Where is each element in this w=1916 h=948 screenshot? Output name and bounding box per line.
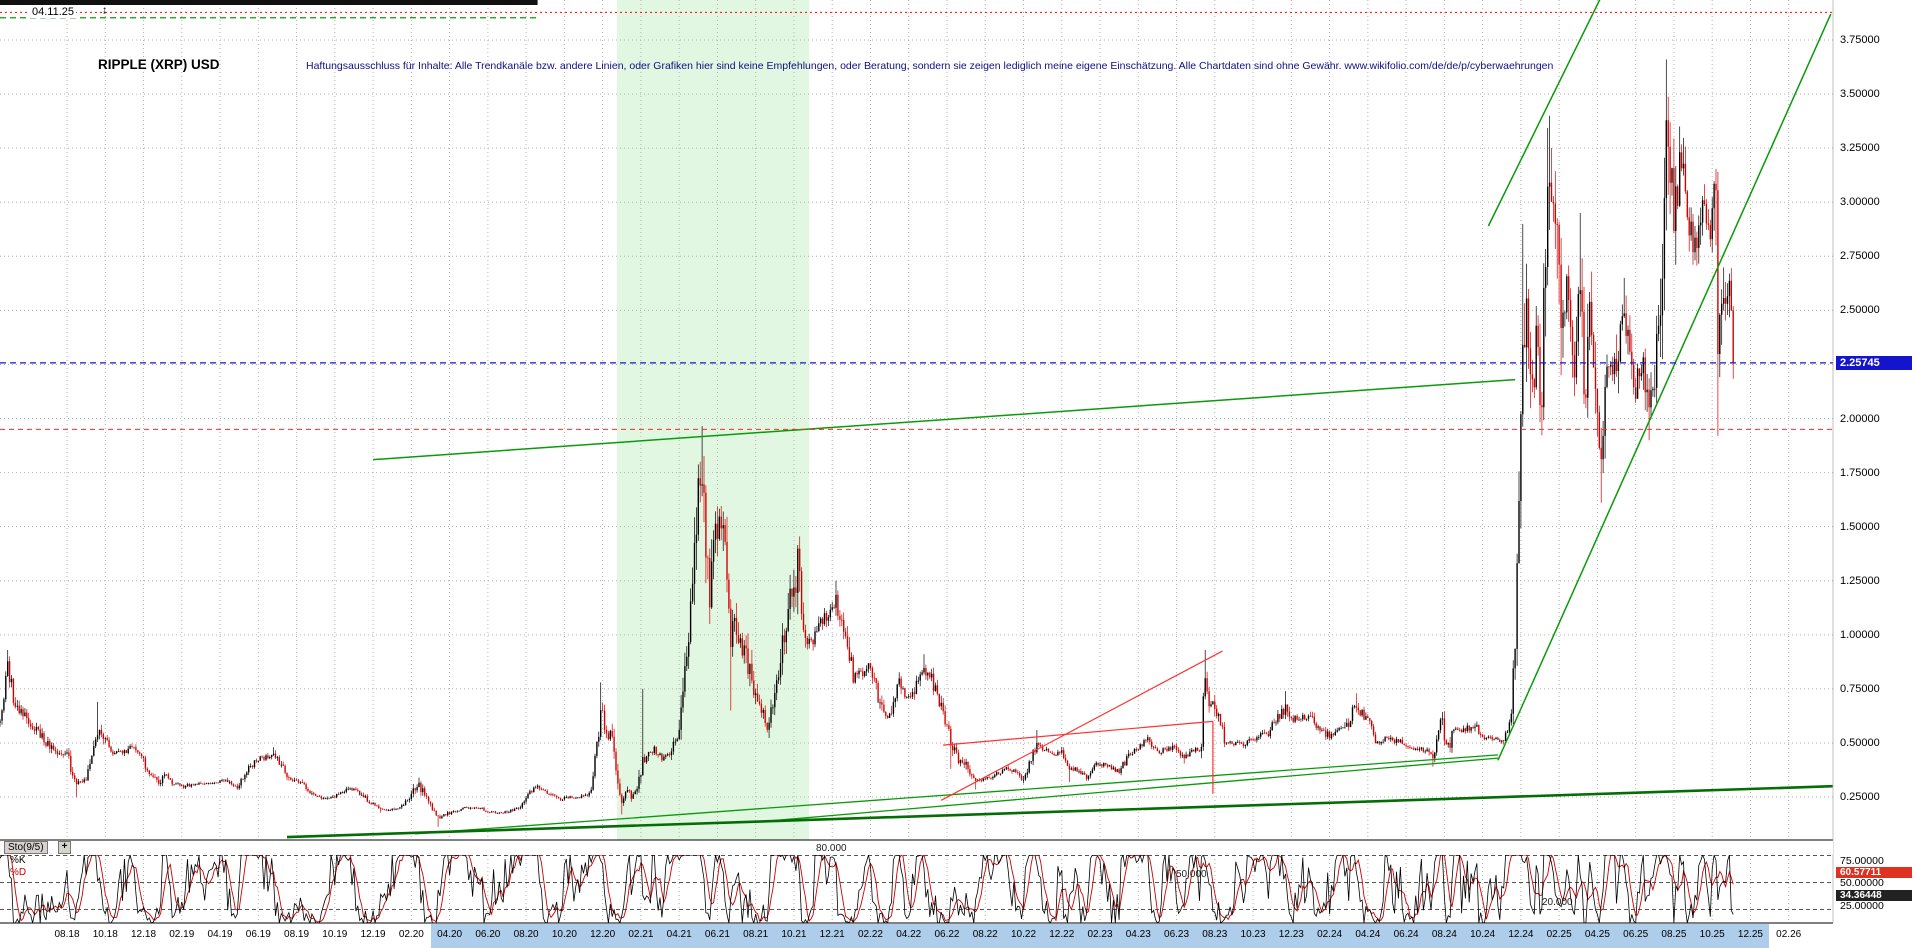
sto-level-80-label: 80.000: [816, 843, 847, 854]
sto-level-50-label: 50.000: [1176, 869, 1207, 880]
x-axis-label: 08.20: [513, 929, 539, 940]
sto-axis-tick-50: 50.00000: [1840, 877, 1884, 889]
x-axis-label: 04.19: [207, 929, 233, 940]
sto-level-20-label: 20.000: [1542, 897, 1573, 908]
x-axis-label: 12.21: [819, 929, 845, 940]
x-axis-label: 10.19: [322, 929, 348, 940]
x-axis-label: 04.25: [1584, 929, 1610, 940]
x-axis-label: 02.19: [169, 929, 195, 940]
stochastic-k-value-tag: 34.36448: [1836, 890, 1912, 901]
x-axis-label: 02.20: [398, 929, 424, 940]
updown-arrow-icon: ↨: [102, 5, 107, 16]
x-axis-label: 12.23: [1278, 929, 1304, 940]
x-axis-label: 12.22: [1049, 929, 1075, 940]
last-price-tag: 2.25745: [1836, 355, 1912, 370]
x-axis-label: 06.21: [704, 929, 730, 940]
x-axis-label: 04.23: [1125, 929, 1151, 940]
x-axis-label: 12.18: [131, 929, 157, 940]
x-axis-label: 02.21: [628, 929, 654, 940]
stochastic-d-label: %D: [10, 867, 27, 878]
x-axis-label: 12.20: [590, 929, 616, 940]
x-axis-label: 02.25: [1546, 929, 1572, 940]
x-axis-label: 06.23: [1164, 929, 1190, 940]
add-indicator-button[interactable]: +: [58, 841, 71, 854]
x-axis-label: 08.23: [1202, 929, 1228, 940]
price-axis-label: 1.25000: [1840, 574, 1880, 587]
x-axis-label: 08.24: [1431, 929, 1457, 940]
x-axis-label: 08.19: [284, 929, 310, 940]
x-axis-label: 12.25: [1737, 929, 1763, 940]
x-axis-label: 06.20: [475, 929, 501, 940]
x-axis-label: 12.19: [360, 929, 386, 940]
price-axis-label: 3.75000: [1840, 34, 1880, 46]
price-axis-label: 0.25000: [1840, 791, 1880, 804]
x-axis-label: 06.24: [1393, 929, 1419, 940]
x-axis-label: 06.19: [245, 929, 271, 940]
price-axis-label: 1.00000: [1840, 628, 1880, 641]
price-axis-label: 2.00000: [1840, 412, 1880, 425]
x-axis-label: 08.22: [972, 929, 998, 940]
indicator-strip: Sto(9/5) +: [0, 841, 1833, 854]
price-axis-label: 3.25000: [1840, 142, 1880, 155]
price-axis-label: 1.50000: [1840, 520, 1880, 533]
x-axis-label: 04.24: [1355, 929, 1381, 940]
sto-axis-tick-75: 75.00000: [1840, 855, 1884, 867]
price-axis-label: 1.75000: [1840, 466, 1880, 479]
x-axis-label: 06.25: [1623, 929, 1649, 940]
x-axis-label: 10.22: [1010, 929, 1037, 940]
x-axis-label: 10.20: [551, 929, 577, 940]
stochastic-k-label: %K: [10, 855, 26, 866]
x-axis-label: 02.24: [1317, 929, 1343, 940]
price-axis-label: 0.75000: [1840, 682, 1880, 695]
x-axis-label: 10.25: [1699, 929, 1725, 940]
x-axis-label: 06.22: [934, 929, 960, 940]
stochastic-d-value-tag: 60.57711: [1836, 867, 1912, 878]
indicator-label[interactable]: Sto(9/5): [4, 841, 48, 854]
price-axis-label: 2.50000: [1840, 304, 1880, 317]
disclaimer-text: Haftungsausschluss für Inhalte: Alle Tre…: [306, 60, 1554, 72]
price-axis-label: 2.75000: [1840, 250, 1880, 263]
x-axis-label: 04.21: [666, 929, 692, 940]
x-axis-label: 10.23: [1240, 929, 1266, 940]
x-axis-label: 08.25: [1661, 929, 1687, 940]
price-axis-label: 0.50000: [1840, 736, 1880, 749]
x-axis-label: 04.20: [437, 929, 463, 940]
sto-axis-tick-25: 25.00000: [1840, 900, 1884, 912]
x-axis-label: 02.23: [1087, 929, 1113, 940]
x-axis-label: 08.21: [743, 929, 769, 940]
x-axis-label: 12.24: [1508, 929, 1534, 940]
x-axis-label: 08.18: [54, 929, 80, 940]
price-axis-label: 3.50000: [1840, 88, 1880, 101]
x-axis-label: 02.26: [1776, 929, 1802, 940]
date-label: 04.11.25: [30, 6, 77, 18]
x-axis-label: 04.22: [896, 929, 922, 940]
x-axis[interactable]: 08.18 10.18 12.18 02.19 04.19 06.19 08.19 10.19…: [0, 924, 1916, 948]
price-axis-label: 3.00000: [1840, 196, 1880, 209]
x-axis-label: 10.18: [92, 929, 118, 940]
x-axis-highlight: [430, 924, 1770, 948]
x-axis-label: 10.24: [1470, 929, 1496, 940]
x-axis-label: 10.21: [781, 929, 807, 940]
instrument-title: RIPPLE (XRP) USD: [98, 57, 220, 72]
x-axis-label: 02.22: [857, 929, 883, 940]
price-axis[interactable]: 3.75000 3.50000 3.25000 3.00000 2.75000 2.500…: [1838, 0, 1916, 840]
